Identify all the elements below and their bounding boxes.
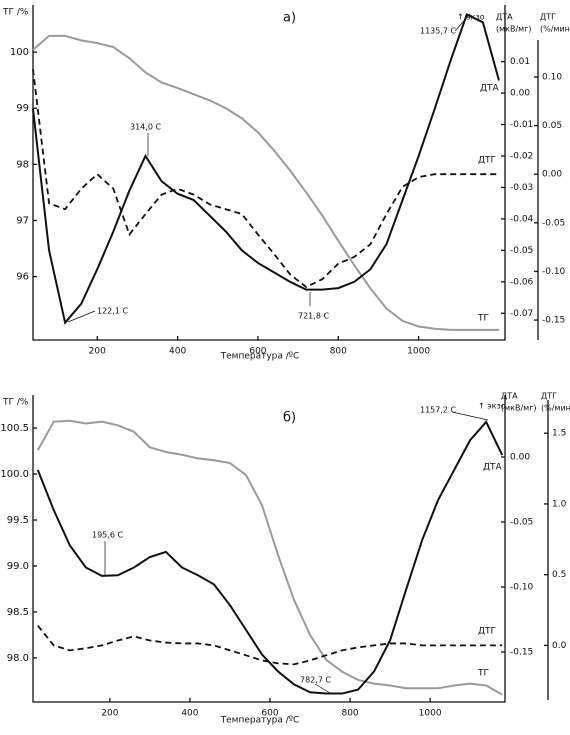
x-tick-label: 400 — [181, 709, 198, 719]
panel-label: б) — [283, 411, 296, 426]
series-label: ТГ — [477, 314, 489, 324]
y3-tick-label: 1.5 — [552, 429, 566, 439]
y2-tick-label: 0.01 — [510, 57, 530, 67]
y3-tick-label: 0.05 — [542, 121, 562, 131]
y3-tick-label: 0.0 — [552, 641, 567, 651]
y-tick-label: 100.0 — [0, 469, 29, 480]
x-tick-label: 1000 — [419, 709, 442, 719]
y-tick-label: 96 — [16, 272, 29, 283]
y2-tick-label: -0.06 — [510, 277, 534, 287]
y2-axis-title: (мкВ/мг) — [501, 404, 537, 413]
series-label: ДТГ — [478, 627, 496, 637]
y2-tick-label: 0.00 — [510, 89, 530, 99]
y2-axis-title: ДТА — [501, 392, 518, 401]
x-axis-title: Температура /ºС — [220, 716, 300, 726]
y3-tick-label: 1.0 — [552, 499, 567, 509]
axis-frame — [32, 5, 506, 341]
series-line — [32, 69, 499, 289]
panel-label: а) — [283, 11, 296, 26]
x-tick-label: 800 — [341, 709, 358, 719]
y2-tick-label: -0.15 — [510, 647, 533, 657]
y3-tick-label: 0.10 — [542, 72, 562, 82]
x-axis-title: Температура /ºС — [220, 352, 300, 362]
annotation: 1157,2 С — [420, 406, 457, 415]
y-tick-label: 100.5 — [0, 423, 29, 434]
annotation: ↑ экзо — [478, 402, 506, 411]
series-line — [36, 420, 504, 695]
axis-frame — [32, 395, 506, 703]
y-tick-label: 98 — [16, 159, 29, 170]
y-axis-title: ТГ /% — [2, 8, 29, 18]
x-tick-label: 600 — [261, 709, 278, 719]
leader-line — [314, 683, 331, 694]
y3-axis-title: ДТГ — [540, 13, 556, 22]
annotation: 122,1 С — [97, 307, 128, 316]
x-tick-label: 400 — [169, 347, 186, 357]
annotation: 1135,7 С — [420, 27, 457, 36]
annotation: 314,0 С — [130, 123, 161, 132]
x-tick-label: 200 — [101, 709, 118, 719]
y2-axis-title: ДТА — [496, 13, 513, 22]
y-tick-label: 100 — [10, 47, 29, 58]
x-tick-label: 200 — [89, 347, 106, 357]
x-tick-label: 1000 — [407, 347, 430, 357]
y2-tick-label: -0.05 — [510, 246, 533, 256]
y3-tick-label: 0.00 — [542, 170, 562, 180]
y-tick-label: 98.0 — [7, 653, 29, 664]
series-label: ДТГ — [478, 156, 496, 166]
y-tick-label: 99.0 — [7, 561, 29, 572]
leader-line — [451, 411, 489, 421]
series-line — [32, 13, 500, 325]
y2-tick-label: -0.10 — [510, 582, 534, 592]
annotation: 782,7 С — [300, 676, 331, 685]
y2-axis-title: (мкВ/мг) — [496, 25, 532, 34]
leader-line — [67, 310, 96, 323]
y3-axis-title: ДТГ — [541, 392, 557, 401]
x-tick-label: 600 — [249, 347, 266, 357]
y3-tick-label: 0.5 — [552, 570, 566, 580]
y-tick-label: 99 — [16, 103, 29, 114]
y2-tick-label: -0.01 — [510, 120, 533, 130]
annotation: 195,6 С — [92, 531, 123, 540]
y3-axis-title: (%/мин) — [540, 25, 570, 34]
series-line — [37, 625, 503, 666]
series-label: ДТА — [483, 463, 503, 473]
y2-tick-label: -0.05 — [510, 517, 533, 527]
series-line — [32, 34, 499, 331]
y-axis-title: ТГ /% — [2, 398, 29, 408]
y3-tick-label: -0.05 — [542, 218, 565, 228]
y-tick-label: 98.5 — [7, 607, 29, 618]
series-label: ТГ — [477, 669, 489, 679]
y2-tick-label: 0.00 — [510, 452, 530, 462]
y2-tick-label: -0.02 — [510, 151, 533, 161]
annotation: ↑ экзо — [457, 13, 485, 22]
y3-axis-title: (%/мин) — [541, 404, 570, 413]
y3-tick-label: -0.15 — [542, 316, 565, 326]
y-tick-label: 97 — [16, 215, 29, 226]
y2-tick-label: -0.07 — [510, 309, 533, 319]
y2-tick-label: -0.03 — [510, 183, 533, 193]
annotation: 721,8 С — [298, 312, 329, 321]
series-label: ДТА — [480, 84, 500, 94]
leader-line — [454, 13, 471, 32]
series-line — [36, 419, 503, 696]
x-tick-label: 800 — [330, 347, 347, 357]
y3-tick-label: -0.10 — [542, 267, 566, 277]
y-tick-label: 99.5 — [7, 515, 29, 526]
y2-tick-label: -0.04 — [510, 214, 534, 224]
